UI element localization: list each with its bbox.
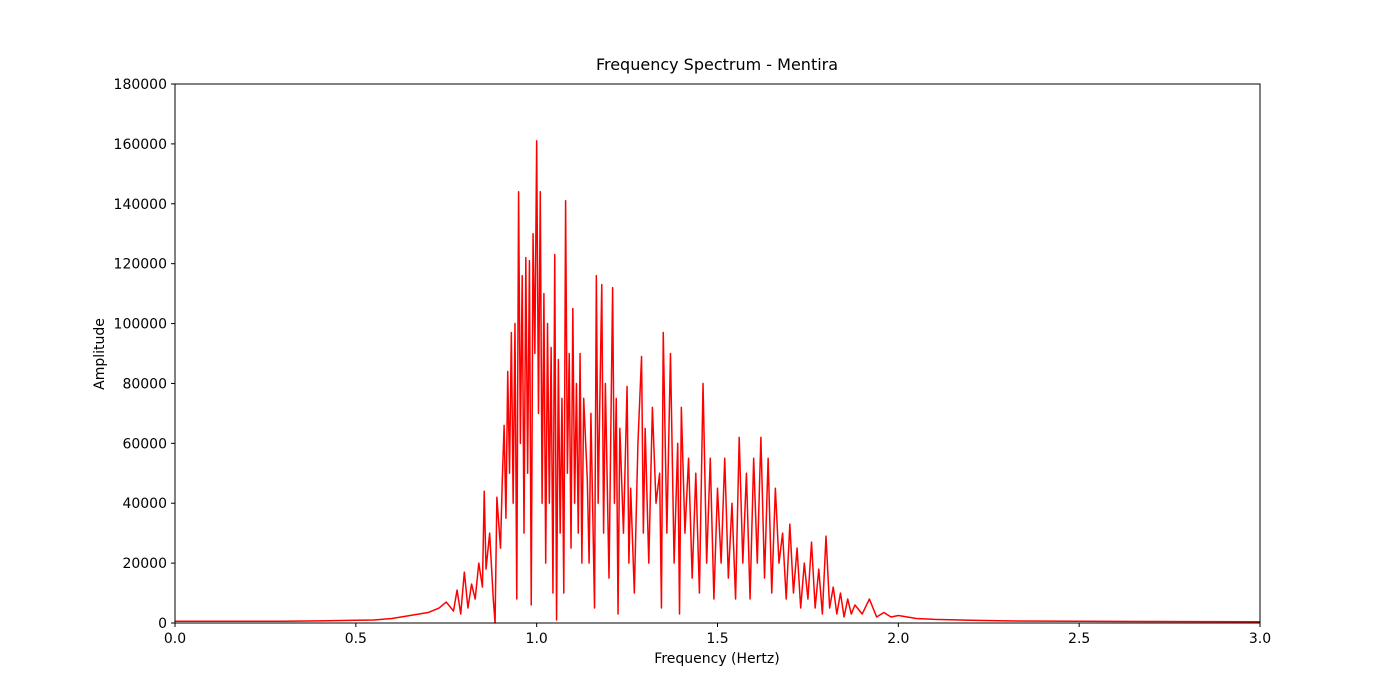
y-tick-label: 160000 [114, 137, 167, 153]
y-tick-label: 0 [158, 616, 167, 632]
plot-frame [174, 83, 1261, 624]
x-tick-label: 0.0 [164, 631, 186, 647]
x-tick-label: 3.0 [1249, 631, 1271, 647]
y-tick-label: 140000 [114, 197, 167, 213]
x-tick-label: 2.5 [1068, 631, 1090, 647]
y-axis-label: Amplitude [92, 318, 108, 390]
x-tick-label: 1.0 [526, 631, 548, 647]
y-tick-label: 40000 [122, 496, 167, 512]
spectrum-line [175, 140, 1261, 624]
x-tick-label: 2.0 [887, 631, 909, 647]
y-tick-label: 100000 [114, 317, 167, 333]
x-tick-label: 1.5 [706, 631, 728, 647]
y-tick-label: 120000 [114, 257, 167, 273]
y-tick-label: 20000 [122, 556, 167, 572]
y-tick-label: 180000 [114, 77, 167, 93]
x-axis-label: Frequency (Hertz) [654, 651, 779, 667]
y-tick-label: 60000 [122, 436, 167, 452]
chart-title: Frequency Spectrum - Mentira [596, 55, 838, 74]
x-tick-label: 0.5 [345, 631, 367, 647]
y-tick-label: 80000 [122, 376, 167, 392]
